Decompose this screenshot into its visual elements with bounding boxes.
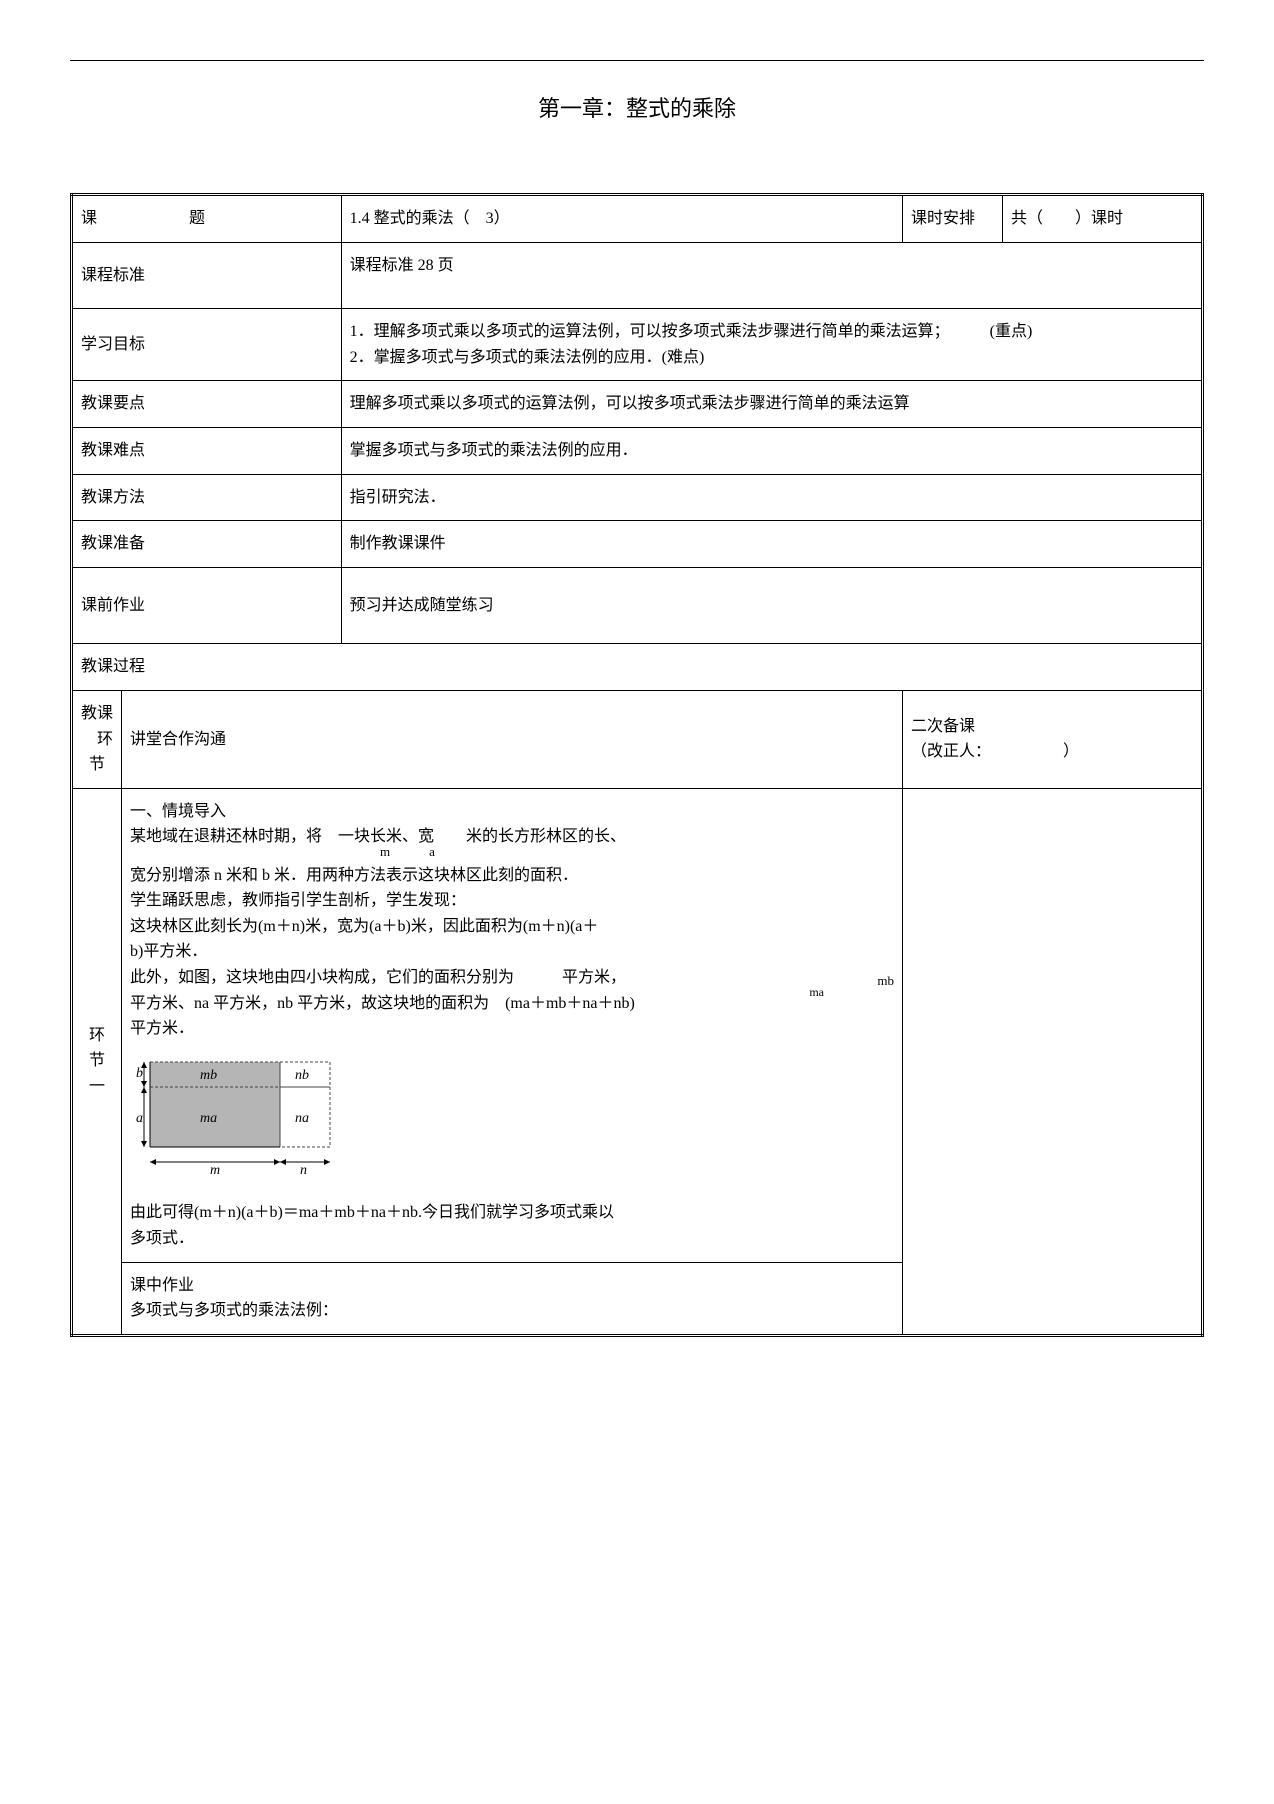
phase1-line8: 平方米． — [130, 1016, 894, 1042]
preparation-label: 教课准备 — [72, 521, 342, 568]
page-title: 第一章：整式的乘除 — [70, 91, 1204, 123]
phase1-line6sub1: ma — [809, 983, 824, 1002]
phase1-line5: b)平方米． — [130, 939, 894, 965]
svg-text:m: m — [210, 1163, 220, 1178]
objectives-label: 学习目标 — [72, 309, 342, 381]
course-label: 课 题 — [72, 195, 342, 243]
phase1-homework-label: 课中作业 — [130, 1273, 894, 1299]
svg-text:b: b — [136, 1066, 143, 1081]
phase1-line3: 学生踊跃思虑，教师指引学生剖析，学生发现： — [130, 888, 894, 914]
phase1-label: 环 节 一 — [72, 788, 122, 1335]
svg-text:na: na — [295, 1111, 309, 1126]
phase-header-right: 二次备课 （改正人： ） — [903, 690, 1203, 788]
keypoints-content: 理解多项式乘以多项式的运算法例，可以按多项式乘法步骤进行简单的乘法运算 — [341, 381, 1202, 428]
difficulties-content: 掌握多项式与多项式的乘法法例的应用． — [341, 427, 1202, 474]
phase1-line10: 多项式． — [130, 1226, 894, 1252]
standard-label: 课程标准 — [72, 242, 342, 309]
phase1-homework: 课中作业 多项式与多项式的乘法法例： — [122, 1262, 903, 1335]
lesson-plan-table: 课 题 1.4 整式的乘法（ 3） 课时安排 共（ ）课时 课程标准 课程标准 … — [70, 193, 1204, 1337]
phase1-line6: 此外，如图，这块地由四小块构成，它们的面积分别为 平方米， — [130, 965, 894, 991]
methods-label: 教课方法 — [72, 474, 342, 521]
difficulties-label: 教课难点 — [72, 427, 342, 474]
svg-text:mb: mb — [200, 1068, 217, 1083]
phase1-line4: 这块林区此刻长为(m＋n)米，宽为(a＋b)米，因此面积为(m＋n)(a＋ — [130, 914, 894, 940]
standard-content: 课程标准 28 页 — [341, 242, 1202, 309]
prework-content: 预习并达成随堂练习 — [341, 567, 1202, 644]
phase-header-middle: 讲堂合作沟通 — [122, 690, 903, 788]
phase1-notes — [903, 788, 1203, 1335]
course-title: 1.4 整式的乘法（ 3） — [341, 195, 902, 243]
schedule-value: 共（ ）课时 — [1003, 195, 1203, 243]
phase1-line2: 宽分别增添 n 米和 b 米．用两种方法表示这块林区此刻的面积． — [130, 863, 894, 889]
process-label: 教课过程 — [72, 644, 1203, 691]
methods-content: 指引研究法． — [341, 474, 1202, 521]
prework-label: 课前作业 — [72, 567, 342, 644]
phase-header-label: 教课 环 节 — [72, 690, 122, 788]
phase1-homework-content: 多项式与多项式的乘法法例： — [130, 1298, 894, 1324]
phase1-intro: 一、情境导入 — [130, 799, 894, 825]
schedule-label: 课时安排 — [903, 195, 1003, 243]
phase1-content: 一、情境导入 某地域在退耕还林时期，将 一块长米、宽 米的长方形林区的长、 m … — [122, 788, 903, 1262]
preparation-content: 制作教课课件 — [341, 521, 1202, 568]
svg-text:ma: ma — [200, 1111, 217, 1126]
phase1-line7: 平方米、na 平方米，nb 平方米，故这块地的面积为 (ma＋mb＋na＋nb) — [130, 991, 894, 1017]
svg-text:n: n — [300, 1163, 307, 1178]
phase1-line6sub2: mb — [877, 971, 894, 992]
svg-text:a: a — [136, 1111, 143, 1126]
phase1-line9: 由此可得(m＋n)(a＋b)＝ma＋mb＋na＋nb.今日我们就学习多项式乘以 — [130, 1200, 894, 1226]
objectives-content: 1．理解多项式乘以多项式的运算法例，可以按多项式乘法步骤进行简单的乘法运算； (… — [341, 309, 1202, 381]
area-diagram: b a mb nb ma na m n — [130, 1052, 894, 1191]
svg-text:nb: nb — [295, 1068, 309, 1083]
keypoints-label: 教课要点 — [72, 381, 342, 428]
